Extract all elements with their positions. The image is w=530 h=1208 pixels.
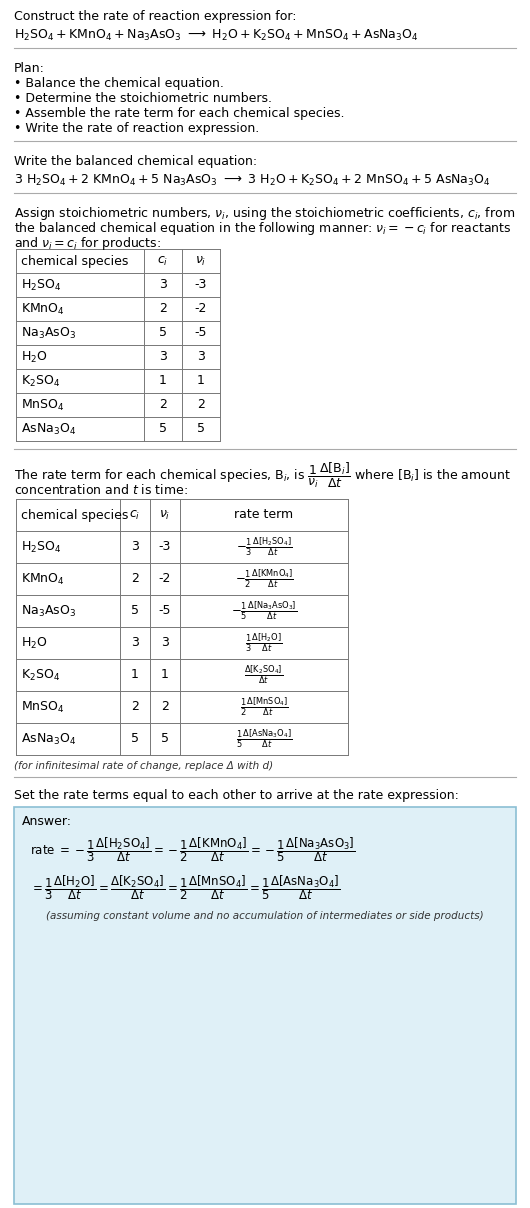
Text: 2: 2 xyxy=(197,399,205,412)
Text: Na$_3$AsO$_3$: Na$_3$AsO$_3$ xyxy=(21,325,76,341)
Text: -3: -3 xyxy=(195,279,207,291)
Text: 5: 5 xyxy=(197,423,205,436)
Text: 3: 3 xyxy=(159,279,167,291)
Text: 2: 2 xyxy=(159,399,167,412)
Text: KMnO$_4$: KMnO$_4$ xyxy=(21,571,65,587)
Text: -5: -5 xyxy=(195,326,207,339)
Text: $-\frac{1}{3}\frac{\Delta[\mathrm{H_2SO_4}]}{\Delta t}$: $-\frac{1}{3}\frac{\Delta[\mathrm{H_2SO_… xyxy=(236,536,292,558)
Text: and $\nu_i = c_i$ for products:: and $\nu_i = c_i$ for products: xyxy=(14,236,161,252)
Text: $= \dfrac{1}{3}\dfrac{\Delta[\mathrm{H_2O}]}{\Delta t}= \dfrac{\Delta[\mathrm{K_: $= \dfrac{1}{3}\dfrac{\Delta[\mathrm{H_2… xyxy=(30,873,340,902)
Text: 5: 5 xyxy=(131,732,139,745)
Text: 3: 3 xyxy=(159,350,167,364)
Text: H$_2$O: H$_2$O xyxy=(21,349,48,365)
Text: 2: 2 xyxy=(131,701,139,714)
Text: KMnO$_4$: KMnO$_4$ xyxy=(21,302,65,316)
Text: $\frac{1}{3}\frac{\Delta[\mathrm{H_2O}]}{\Delta t}$: $\frac{1}{3}\frac{\Delta[\mathrm{H_2O}]}… xyxy=(245,632,282,655)
FancyBboxPatch shape xyxy=(14,807,516,1204)
Text: (assuming constant volume and no accumulation of intermediates or side products): (assuming constant volume and no accumul… xyxy=(46,911,484,920)
Text: 1: 1 xyxy=(159,374,167,388)
Text: $\nu_i$: $\nu_i$ xyxy=(160,509,171,522)
Text: chemical species: chemical species xyxy=(21,509,128,522)
Text: 3: 3 xyxy=(197,350,205,364)
Text: (for infinitesimal rate of change, replace Δ with d): (for infinitesimal rate of change, repla… xyxy=(14,761,273,771)
Text: 1: 1 xyxy=(131,668,139,681)
Text: • Determine the stoichiometric numbers.: • Determine the stoichiometric numbers. xyxy=(14,92,272,105)
Text: $\mathrm{H_2SO_4 + KMnO_4 + Na_3AsO_3 \ \longrightarrow \ H_2O + K_2SO_4 + MnSO_: $\mathrm{H_2SO_4 + KMnO_4 + Na_3AsO_3 \ … xyxy=(14,28,419,43)
Text: • Assemble the rate term for each chemical species.: • Assemble the rate term for each chemic… xyxy=(14,108,344,120)
Text: the balanced chemical equation in the following manner: $\nu_i = -c_i$ for react: the balanced chemical equation in the fo… xyxy=(14,220,511,237)
Text: chemical species: chemical species xyxy=(21,255,128,267)
Text: 3: 3 xyxy=(161,637,169,650)
Text: The rate term for each chemical species, B$_i$, is $\dfrac{1}{\nu_i}\dfrac{\Delt: The rate term for each chemical species,… xyxy=(14,461,511,490)
Text: MnSO$_4$: MnSO$_4$ xyxy=(21,397,65,413)
Text: -2: -2 xyxy=(159,573,171,586)
Text: concentration and $t$ is time:: concentration and $t$ is time: xyxy=(14,483,188,496)
Text: Construct the rate of reaction expression for:: Construct the rate of reaction expressio… xyxy=(14,10,296,23)
Text: $-\frac{1}{5}\frac{\Delta[\mathrm{Na_3AsO_3}]}{\Delta t}$: $-\frac{1}{5}\frac{\Delta[\mathrm{Na_3As… xyxy=(231,599,297,622)
Text: -5: -5 xyxy=(159,604,171,617)
Text: AsNa$_3$O$_4$: AsNa$_3$O$_4$ xyxy=(21,732,76,747)
Text: MnSO$_4$: MnSO$_4$ xyxy=(21,699,65,715)
Text: 5: 5 xyxy=(159,326,167,339)
Text: $\frac{\Delta[\mathrm{K_2SO_4}]}{\Delta t}$: $\frac{\Delta[\mathrm{K_2SO_4}]}{\Delta … xyxy=(244,663,284,686)
Text: H$_2$SO$_4$: H$_2$SO$_4$ xyxy=(21,278,61,292)
Text: 2: 2 xyxy=(161,701,169,714)
Text: Write the balanced chemical equation:: Write the balanced chemical equation: xyxy=(14,155,257,168)
Text: 1: 1 xyxy=(197,374,205,388)
Text: Assign stoichiometric numbers, $\nu_i$, using the stoichiometric coefficients, $: Assign stoichiometric numbers, $\nu_i$, … xyxy=(14,205,515,222)
Text: 3: 3 xyxy=(131,637,139,650)
Text: 2: 2 xyxy=(131,573,139,586)
Text: 1: 1 xyxy=(161,668,169,681)
Text: H$_2$SO$_4$: H$_2$SO$_4$ xyxy=(21,540,61,554)
Text: 5: 5 xyxy=(159,423,167,436)
Text: $\frac{1}{5}\frac{\Delta[\mathrm{AsNa_3O_4}]}{\Delta t}$: $\frac{1}{5}\frac{\Delta[\mathrm{AsNa_3O… xyxy=(236,727,292,750)
Text: $\frac{1}{2}\frac{\Delta[\mathrm{MnSO_4}]}{\Delta t}$: $\frac{1}{2}\frac{\Delta[\mathrm{MnSO_4}… xyxy=(240,696,288,719)
Text: Set the rate terms equal to each other to arrive at the rate expression:: Set the rate terms equal to each other t… xyxy=(14,789,459,802)
Text: rate $= -\dfrac{1}{3}\dfrac{\Delta[\mathrm{H_2SO_4}]}{\Delta t}= -\dfrac{1}{2}\d: rate $= -\dfrac{1}{3}\dfrac{\Delta[\math… xyxy=(30,835,356,864)
Text: Na$_3$AsO$_3$: Na$_3$AsO$_3$ xyxy=(21,604,76,618)
Text: Answer:: Answer: xyxy=(22,815,72,827)
Text: $\mathrm{3\ H_2SO_4 + 2\ KMnO_4 + 5\ Na_3AsO_3 \ \longrightarrow \ 3\ H_2O + K_2: $\mathrm{3\ H_2SO_4 + 2\ KMnO_4 + 5\ Na_… xyxy=(14,173,491,188)
Text: • Write the rate of reaction expression.: • Write the rate of reaction expression. xyxy=(14,122,259,135)
Text: $\nu_i$: $\nu_i$ xyxy=(196,255,207,267)
Text: 5: 5 xyxy=(131,604,139,617)
Text: H$_2$O: H$_2$O xyxy=(21,635,48,651)
Text: Plan:: Plan: xyxy=(14,62,45,75)
Text: K$_2$SO$_4$: K$_2$SO$_4$ xyxy=(21,373,60,389)
Text: AsNa$_3$O$_4$: AsNa$_3$O$_4$ xyxy=(21,422,76,436)
Text: $-\frac{1}{2}\frac{\Delta[\mathrm{KMnO_4}]}{\Delta t}$: $-\frac{1}{2}\frac{\Delta[\mathrm{KMnO_4… xyxy=(235,568,294,591)
Text: $c_i$: $c_i$ xyxy=(157,255,169,267)
Text: 5: 5 xyxy=(161,732,169,745)
Text: -3: -3 xyxy=(159,540,171,553)
Text: 2: 2 xyxy=(159,302,167,315)
Text: -2: -2 xyxy=(195,302,207,315)
Text: • Balance the chemical equation.: • Balance the chemical equation. xyxy=(14,77,224,91)
Text: $c_i$: $c_i$ xyxy=(129,509,140,522)
Text: K$_2$SO$_4$: K$_2$SO$_4$ xyxy=(21,668,60,683)
Text: 3: 3 xyxy=(131,540,139,553)
Text: rate term: rate term xyxy=(234,509,294,522)
